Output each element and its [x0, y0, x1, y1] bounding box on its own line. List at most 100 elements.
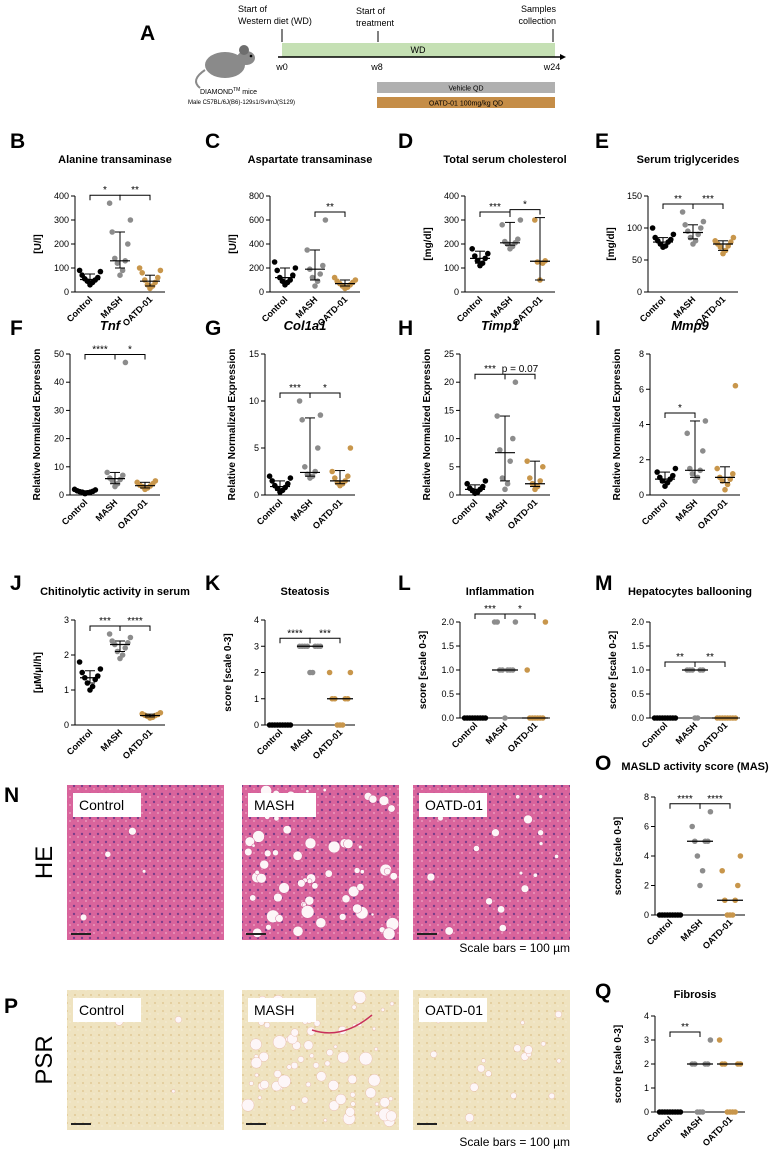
x-tick-label: Control — [255, 727, 285, 757]
y-axis-label: score [scale 0-3] — [613, 1025, 624, 1103]
y-tick-label: 200 — [249, 263, 264, 273]
dot — [502, 715, 508, 721]
dot — [527, 475, 533, 481]
dot — [524, 667, 530, 673]
vacuole — [315, 917, 327, 929]
dot — [114, 260, 121, 267]
vacuole — [351, 1004, 357, 1010]
significance-label: **** — [287, 628, 303, 639]
dot — [517, 217, 524, 223]
dot — [724, 1109, 731, 1115]
y-tick-label: 5 — [449, 462, 454, 472]
dot — [119, 267, 126, 274]
dot — [120, 472, 126, 479]
y-tick-label: 200 — [54, 239, 69, 249]
y-tick-label: 0 — [254, 490, 259, 500]
y-axis-label: Relative Normalized Expression — [32, 349, 43, 501]
vacuole — [380, 1007, 385, 1012]
dot — [649, 225, 656, 231]
significance-bracket — [509, 209, 541, 215]
vacuole — [556, 1058, 562, 1064]
panel-letter: D — [398, 130, 413, 153]
chart: I Mmp9 Relative Normalized Expression 0 2 4 6 8… — [595, 317, 740, 531]
stain-label: PSR — [31, 1035, 58, 1084]
vacuole — [264, 849, 272, 857]
panel-letter: A — [140, 22, 155, 45]
dot — [512, 379, 519, 386]
panel-letter: G — [205, 317, 221, 340]
y-tick-label: 0 — [64, 287, 69, 297]
y-tick-label: 0 — [449, 490, 454, 500]
vacuole — [520, 884, 529, 893]
chart: M Hepatocytes ballooning score [scale 0-2]… — [595, 572, 752, 754]
vacuole — [250, 1057, 262, 1069]
chart: D Total serum cholesterol [mg/dl] 0 100 200 30… — [398, 130, 567, 328]
significance-bracket — [309, 637, 341, 644]
vacuole — [368, 1074, 381, 1087]
dot — [117, 272, 123, 279]
dot — [285, 480, 291, 487]
dot — [274, 267, 281, 274]
y-tick-label: 6 — [644, 822, 649, 832]
dot — [320, 262, 326, 269]
x-tick-label: OATD-01 — [121, 294, 155, 328]
y-tick-label: 1 — [64, 685, 69, 695]
chart-title: Col1a1 — [284, 318, 327, 333]
y-tick-label: 2 — [644, 881, 649, 891]
y-tick-label: 0 — [64, 720, 69, 730]
dot — [502, 238, 508, 245]
x-tick-label: OATD-01 — [311, 497, 345, 531]
significance-label: ** — [706, 652, 714, 663]
vacuole — [473, 845, 480, 852]
vacuole — [374, 1102, 379, 1107]
significance-bracket — [664, 412, 696, 418]
chart-title: Inflammation — [466, 586, 535, 598]
significance-bracket — [669, 1031, 701, 1037]
y-axis-label: score [scale 0-9] — [613, 817, 624, 895]
mouse-name: DIAMONDTM mice — [200, 87, 257, 96]
image-label: Control — [79, 1002, 124, 1018]
y-tick-label: 10 — [444, 434, 454, 444]
dot — [144, 282, 151, 288]
vacuole — [524, 1045, 533, 1054]
x-tick-label: Control — [450, 497, 480, 527]
chart-title: Timp1 — [481, 318, 519, 333]
vacuole — [389, 1001, 395, 1006]
chart: Q Fibrosis score [scale 0-3] 0 1 2 3 4 Control MA… — [595, 980, 745, 1148]
vacuole — [254, 870, 260, 875]
x-tick-label: Control — [65, 294, 95, 324]
dot — [106, 200, 113, 206]
y-tick-label: 8 — [644, 792, 649, 802]
histology: N HE Control MASH OATD-01 Scale bars = 100 µm… — [4, 784, 570, 1149]
scale-note: Scale bars = 100 µm — [459, 941, 570, 955]
x-tick-label: Control — [645, 917, 675, 947]
panel-letter: B — [10, 130, 25, 153]
vacuole — [491, 828, 500, 837]
y-tick-label: 400 — [444, 191, 459, 201]
vacuole — [444, 926, 454, 936]
vacuole — [372, 1026, 376, 1031]
x-tick-label: Control — [450, 720, 480, 750]
image-label: OATD-01 — [425, 797, 483, 813]
image-label: MASH — [254, 1002, 294, 1018]
vacuole — [301, 1096, 309, 1104]
vacuole — [555, 1010, 562, 1018]
vacuole — [485, 1070, 492, 1077]
x-tick-label: Control — [645, 1114, 675, 1144]
chart: H Timp1 Relative Normalized Expression 0 5 10… — [398, 317, 550, 531]
dot — [287, 277, 294, 283]
panel-letter: M — [595, 572, 613, 595]
dot — [271, 259, 278, 265]
x-tick-label: MASH — [484, 497, 510, 523]
vacuole — [538, 841, 544, 846]
y-tick-label: 0 — [637, 287, 642, 297]
y-tick-label: 4 — [644, 851, 649, 861]
dot — [684, 430, 690, 437]
dot — [502, 486, 508, 493]
stain-label: HE — [31, 846, 58, 879]
dot — [136, 265, 143, 271]
dot — [345, 473, 351, 480]
dot — [687, 234, 694, 241]
y-tick-label: 50 — [54, 349, 64, 359]
x-tick-label: MASH — [99, 727, 125, 753]
